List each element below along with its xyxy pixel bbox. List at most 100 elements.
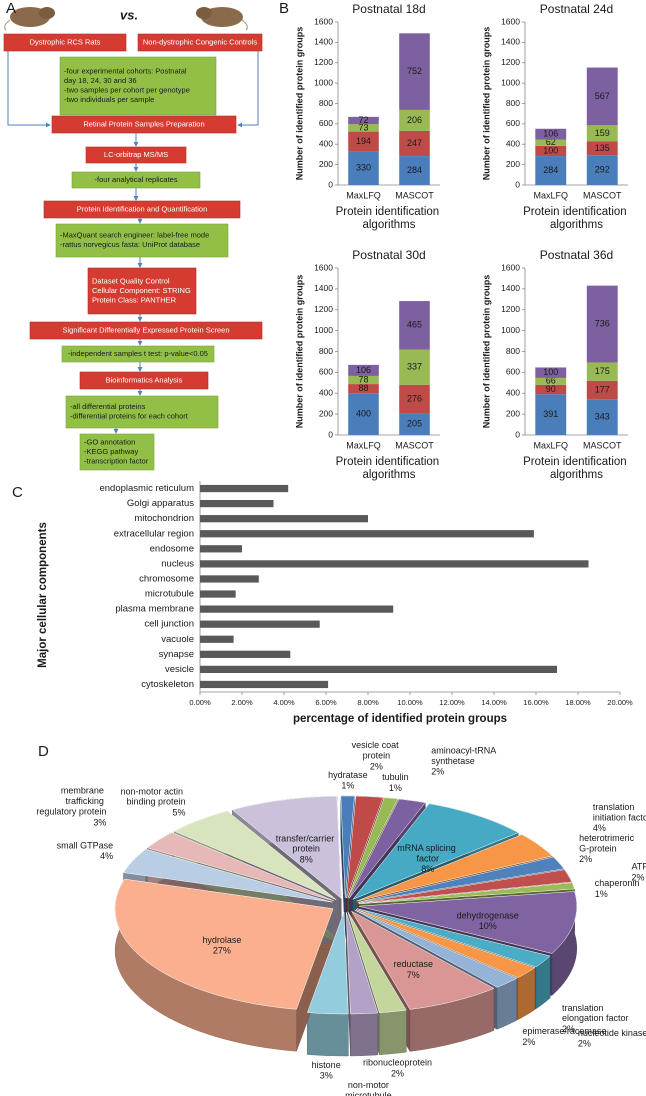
- flow-box: [3, 33, 127, 52]
- y-tick-label: 600: [506, 118, 520, 128]
- text-line: vesicle coat: [352, 741, 402, 751]
- data-label: 78: [358, 374, 368, 384]
- y-tick-label: 800: [506, 98, 520, 108]
- bar: [200, 605, 394, 613]
- y-tick-label: 1000: [501, 325, 520, 335]
- text-line: heterotrimeric: [579, 833, 637, 843]
- y-tick-label: plasma membrane: [115, 604, 194, 615]
- y-tick-label: extracellular region: [114, 528, 194, 539]
- slice-label: aminoacyl-tRNA synthetase: [431, 746, 498, 766]
- y-tick-label: 0: [515, 429, 520, 439]
- slice-label: histone: [312, 1060, 341, 1070]
- bar: [200, 530, 534, 538]
- data-label: 567: [595, 91, 610, 101]
- bar-segment: [348, 131, 379, 152]
- flow-box: [43, 200, 241, 219]
- bar: [200, 515, 368, 523]
- slice: [345, 911, 379, 1015]
- text-line: tubulin: [382, 773, 409, 783]
- slice: [356, 908, 551, 968]
- y-axis-label: Major cellular components: [37, 522, 49, 668]
- text-line: chaperonin: [595, 878, 640, 888]
- data-label: 90: [546, 384, 556, 394]
- data-label: 88: [358, 383, 368, 393]
- panel-label: B: [279, 0, 289, 17]
- y-tick-label: 800: [506, 346, 520, 356]
- data-label: 465: [407, 320, 422, 330]
- flow-text: Retinal Protein Samples Preparation: [83, 119, 204, 128]
- text-line: epimerase/racemase: [522, 1027, 606, 1037]
- y-tick-label: 600: [506, 367, 520, 377]
- slice: [307, 911, 349, 1015]
- flow-text: -independent samples t test: p-value<0.0…: [68, 349, 208, 358]
- y-tick-label: cytoskeleton: [141, 679, 194, 690]
- slice: [173, 810, 337, 900]
- slice-value-label: 10%: [479, 921, 497, 931]
- text-line: non-motor actin: [120, 787, 185, 797]
- data-label: 66: [546, 376, 556, 386]
- y-tick-label: 0: [515, 179, 520, 189]
- slice-value-label: 2%: [578, 1039, 591, 1049]
- slice: [352, 803, 519, 900]
- flow-box: [55, 223, 229, 258]
- text-line: mRNA splicing: [397, 843, 458, 853]
- bar-segment: [535, 139, 567, 146]
- y-tick-label: 0: [328, 179, 333, 189]
- x-tick-label: 20.00%: [607, 698, 633, 707]
- bar: [200, 545, 242, 553]
- chart-title: Postnatal 36d: [540, 248, 613, 262]
- x-tick-label: MaxLFQ: [346, 440, 381, 450]
- bar-segment: [586, 362, 618, 381]
- slice-label: ATP synthase: [632, 862, 646, 872]
- slice: [146, 832, 334, 902]
- data-label: 284: [407, 165, 422, 175]
- text-line: aminoacyl-tRNA: [431, 746, 498, 756]
- x-tick-label: 10.00%: [397, 698, 423, 707]
- y-tick-label: 400: [506, 388, 520, 398]
- data-label: 159: [595, 128, 610, 138]
- y-tick-label: microtubule: [145, 589, 194, 600]
- data-label: 106: [543, 129, 558, 139]
- data-label: 205: [407, 419, 422, 429]
- y-tick-label: 1200: [314, 57, 333, 67]
- bar-segment: [399, 301, 430, 350]
- data-label: 752: [407, 66, 422, 76]
- flow-text: Significant Differentially Expressed Pro…: [62, 325, 229, 334]
- bar-segment: [586, 380, 618, 400]
- bar-segment: [348, 116, 379, 125]
- y-tick-label: 1200: [501, 304, 520, 314]
- x-tick-label: 2.00%: [231, 698, 253, 707]
- slice-value-label: 8%: [300, 854, 313, 864]
- slice: [358, 869, 573, 904]
- slice: [354, 909, 518, 988]
- slice: [358, 882, 575, 905]
- flow-text: -two individuals per sample: [64, 95, 154, 104]
- slice: [123, 848, 333, 903]
- data-label: 284: [543, 165, 558, 175]
- text-line: algorithms: [362, 219, 415, 231]
- bar-segment: [348, 375, 379, 385]
- text-line: hydratase: [328, 770, 368, 780]
- slice-wall: [350, 1012, 378, 1057]
- y-tick-label: 200: [319, 408, 333, 418]
- bar-segment: [399, 109, 430, 131]
- data-label: 292: [595, 165, 610, 175]
- slice: [350, 910, 495, 1010]
- flow-text: -differential proteins for each cohort: [70, 412, 189, 421]
- bar-segment: [348, 384, 379, 394]
- x-tick-label: MaxLFQ: [533, 440, 568, 450]
- slice-value-label: 2%: [562, 1024, 575, 1034]
- data-label: 100: [543, 367, 558, 377]
- flow-box: [137, 33, 263, 52]
- slice-label: membrane trafficking regulatory protein: [36, 786, 106, 817]
- x-axis-label: Protein identification algorithms: [523, 206, 630, 231]
- y-tick-label: 200: [506, 159, 520, 169]
- text-line: Protein identification: [336, 456, 443, 468]
- panel-label: D: [38, 743, 49, 760]
- bar-segment: [535, 156, 567, 185]
- flow-text: LC-orbitrap MS/MS: [104, 150, 168, 159]
- bar-segment: [586, 285, 618, 363]
- y-tick-label: 1000: [314, 77, 333, 87]
- text-line: Protein identification: [523, 456, 630, 468]
